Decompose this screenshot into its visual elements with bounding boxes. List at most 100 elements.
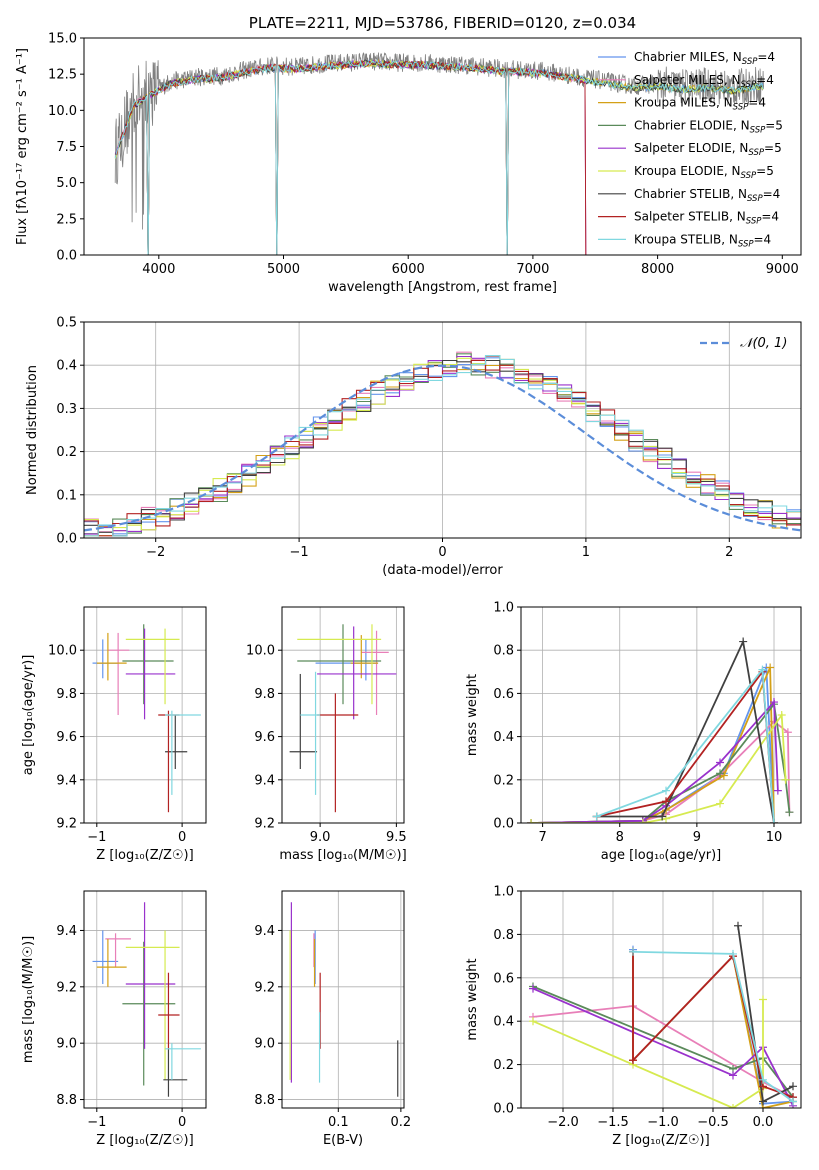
weight-marker — [777, 711, 786, 719]
y-tick-label: 0.4 — [56, 359, 77, 374]
y-axis-label: mass weight — [465, 674, 480, 756]
y-tick-label: 0.0 — [493, 1102, 514, 1117]
errorbar-point — [158, 972, 180, 1049]
axes-age-weight: 7 8 9 10 0.0 0.2 0.4 0.6 0.8 1.0 age [log₁₀(age/yr… — [465, 601, 802, 863]
axes-frame — [281, 606, 405, 824]
plot-area — [92, 902, 201, 1097]
x-tick-label: 4000 — [142, 262, 175, 277]
axes-mass-age: 9.0 9.5 9.2 9.4 9.6 9.8 10.0 mass [log₁₀(M/M☉)] — [246, 606, 407, 863]
model-spectrum-line — [114, 59, 587, 255]
weight-marker — [759, 1097, 767, 1106]
y-axis-label: mass weight — [465, 958, 480, 1040]
x-axis-label: wavelength [Angstrom, rest frame] — [328, 280, 557, 295]
y-tick-label: 7.5 — [56, 140, 77, 155]
x-tick-label: −1 — [87, 1115, 106, 1130]
errorbar-point — [163, 1048, 188, 1097]
model-spectrum-line — [114, 59, 764, 255]
weight-marker — [729, 949, 737, 958]
weight-marker — [770, 698, 779, 707]
errorbar-point — [125, 628, 176, 720]
weight-marker — [734, 921, 742, 930]
axes-Z-weight: −2.0 −1.5 −1.0 −0.5 0.0 0.0 0.2 0.4 0.6 0.8 1.0 Z [… — [465, 885, 802, 1148]
weight-marker — [729, 1071, 737, 1080]
x-tick-label: 0.1 — [328, 1115, 349, 1130]
y-tick-label: 0.2 — [56, 445, 77, 460]
errorbar-point — [125, 902, 176, 1049]
histogram-step — [84, 354, 801, 537]
weight-marker — [781, 775, 790, 784]
y-tick-label: 0.0 — [56, 249, 77, 264]
y-tick-label: 0.2 — [493, 1058, 514, 1073]
x-axis-label: age [log₁₀(age/yr)] — [601, 848, 722, 863]
legend-entry: Salpeter MILES, NSSP=4 — [634, 73, 774, 90]
x-tick-label: 7000 — [516, 262, 549, 277]
x-axis-label: mass [log₁₀(M/M☉)] — [279, 848, 406, 863]
weight-line — [632, 950, 794, 1103]
model-spectrum-line — [114, 59, 587, 255]
legend-entry: Chabrier STELIB, NSSP=4 — [634, 187, 780, 204]
x-tick-label: 0 — [438, 545, 446, 560]
gaussian-reference-line — [84, 364, 801, 532]
y-tick-label: 10.0 — [246, 644, 275, 659]
legend: Chabrier MILES, NSSP=4 Salpeter MILES, NS… — [598, 50, 783, 249]
axes-frame — [83, 890, 207, 1109]
x-tick-label: 0 — [178, 830, 186, 845]
y-axis-label: Normed distribution — [25, 365, 40, 495]
weight-marker — [789, 1097, 797, 1106]
weight-marker — [662, 797, 671, 806]
x-tick-label: 0.0 — [753, 1115, 774, 1130]
y-tick-label: 1.0 — [493, 601, 514, 616]
y-tick-label: 9.4 — [254, 773, 275, 788]
errorbar-point — [96, 632, 127, 681]
y-tick-label: 0.0 — [493, 817, 514, 832]
y-tick-label: 0.6 — [493, 687, 514, 702]
weight-line — [531, 712, 787, 823]
y-tick-label: 0.8 — [493, 928, 514, 943]
y-tick-label: 9.4 — [56, 924, 77, 939]
axes-frame — [83, 606, 207, 824]
errorbar-point — [350, 635, 379, 679]
weight-marker — [529, 984, 537, 993]
weight-marker — [629, 1056, 637, 1065]
legend-entry: Salpeter STELIB, NSSP=4 — [634, 210, 779, 227]
weight-marker — [739, 637, 748, 646]
x-tick-label: 1 — [582, 545, 590, 560]
legend-entry: Kroupa ELODIE, NSSP=5 — [634, 164, 774, 181]
errorbar-point — [125, 628, 180, 705]
chart-title: PLATE=2211, MJD=53786, FIBERID=0120, z=0… — [249, 14, 636, 32]
model-spectrum-line — [114, 59, 764, 255]
y-tick-label: 9.4 — [254, 924, 275, 939]
weight-marker — [716, 799, 725, 808]
weight-line — [596, 638, 775, 823]
y-tick-label: 0.1 — [56, 488, 77, 503]
y-tick-label: 9.4 — [56, 773, 77, 788]
errorbar-point — [96, 938, 127, 987]
legend-entry: Kroupa MILES, NSSP=4 — [634, 96, 766, 113]
errorbar-point — [92, 639, 119, 679]
weight-line — [530, 699, 779, 823]
x-tick-label: 10 — [766, 830, 783, 845]
x-tick-label: 6000 — [392, 262, 425, 277]
axes-ebv-mass: 0.1 0.2 8.8 9.0 9.2 9.4 E(B-V) — [254, 890, 411, 1148]
y-tick-label: 0.3 — [56, 402, 77, 417]
plot-area — [527, 637, 794, 823]
plot-area — [84, 351, 801, 537]
errorbar-point — [317, 626, 397, 720]
weight-marker — [766, 663, 775, 672]
errorbar-point — [158, 710, 180, 813]
errorbar-point — [122, 941, 176, 1086]
x-axis-label: E(B-V) — [323, 1133, 363, 1148]
y-tick-label: 9.8 — [254, 687, 275, 702]
weight-line — [596, 667, 775, 823]
errorbar-point — [317, 693, 359, 813]
plot-area — [114, 52, 764, 255]
weight-marker — [716, 769, 725, 778]
axes-frame — [520, 606, 802, 824]
weight-marker — [629, 947, 637, 956]
model-spectrum-line — [115, 59, 587, 255]
y-tick-label: 9.2 — [56, 980, 77, 995]
plot-area — [529, 921, 797, 1108]
legend-entry: Chabrier MILES, NSSP=4 — [634, 50, 775, 67]
weight-marker — [789, 1082, 797, 1091]
